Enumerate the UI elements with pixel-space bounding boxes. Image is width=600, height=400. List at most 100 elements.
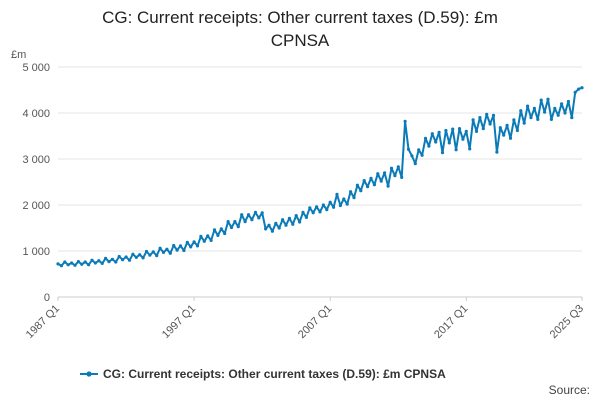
data-point bbox=[182, 248, 186, 253]
data-point bbox=[151, 250, 155, 254]
y-axis-tick-labels: 0 1 000 2 000 3 000 4 000 5 000 bbox=[22, 62, 50, 304]
data-point bbox=[543, 110, 547, 114]
data-point bbox=[175, 248, 179, 252]
data-point bbox=[335, 192, 339, 196]
data-point bbox=[495, 150, 499, 154]
y-gridlines bbox=[58, 66, 582, 252]
data-point bbox=[141, 256, 145, 260]
data-point bbox=[281, 218, 285, 222]
data-point bbox=[318, 210, 322, 214]
data-point bbox=[308, 206, 312, 210]
data-point bbox=[229, 225, 234, 230]
data-point bbox=[352, 196, 356, 200]
data-point bbox=[107, 260, 111, 264]
data-point bbox=[189, 245, 193, 249]
data-point bbox=[202, 239, 206, 243]
data-point bbox=[56, 262, 60, 266]
data-point bbox=[172, 243, 176, 248]
y-tick-label: 5 000 bbox=[22, 62, 50, 74]
chart-title-line-2: CPNSA bbox=[271, 31, 330, 50]
data-point bbox=[274, 221, 278, 225]
data-point bbox=[481, 127, 485, 131]
data-point bbox=[478, 116, 482, 120]
source-label: Source: bbox=[549, 383, 590, 397]
legend-swatch-marker bbox=[86, 371, 92, 377]
data-point bbox=[379, 179, 383, 183]
data-point bbox=[389, 166, 394, 170]
data-point bbox=[498, 126, 502, 130]
data-point bbox=[508, 136, 513, 140]
data-point bbox=[556, 113, 560, 117]
data-point bbox=[437, 130, 441, 134]
data-point bbox=[161, 250, 166, 254]
data-point bbox=[321, 203, 325, 207]
data-point bbox=[253, 210, 257, 214]
data-point bbox=[362, 179, 366, 183]
data-point bbox=[464, 129, 468, 133]
data-point bbox=[264, 227, 268, 231]
data-point bbox=[250, 218, 254, 222]
data-point bbox=[246, 213, 251, 217]
data-point bbox=[206, 234, 210, 238]
data-point bbox=[369, 176, 373, 180]
data-point bbox=[434, 140, 438, 144]
data-point bbox=[97, 259, 101, 263]
data-point bbox=[124, 255, 128, 259]
data-point bbox=[110, 257, 114, 261]
data-point bbox=[359, 189, 363, 193]
data-point bbox=[417, 148, 421, 152]
data-point bbox=[209, 238, 213, 242]
y-tick-label: 0 bbox=[44, 292, 50, 304]
data-point bbox=[325, 208, 329, 212]
legend[interactable]: CG: Current receipts: Other current taxe… bbox=[80, 367, 446, 381]
data-point bbox=[277, 226, 281, 230]
y-axis-unit-label: £m bbox=[11, 49, 26, 61]
data-point bbox=[127, 258, 132, 262]
data-point bbox=[444, 128, 448, 133]
data-point bbox=[87, 263, 91, 267]
x-axis-tick-labels: 1987 Q1 1997 Q1 2007 Q1 2017 Q1 2025 Q3 bbox=[24, 297, 586, 341]
data-point bbox=[63, 260, 67, 264]
y-tick-label: 2 000 bbox=[22, 200, 50, 212]
data-point bbox=[257, 216, 261, 220]
data-point bbox=[515, 128, 520, 133]
data-point bbox=[440, 151, 445, 155]
chart-title-line-1: CG: Current receipts: Other current taxe… bbox=[102, 8, 498, 27]
data-point bbox=[80, 262, 84, 266]
y-tick-label: 3 000 bbox=[22, 154, 50, 166]
data-point bbox=[158, 246, 162, 250]
data-point bbox=[138, 253, 142, 257]
data-point bbox=[396, 165, 400, 169]
data-point bbox=[100, 261, 104, 265]
data-point bbox=[566, 99, 571, 104]
data-point bbox=[430, 132, 434, 136]
data-point bbox=[338, 203, 342, 208]
data-point bbox=[420, 153, 424, 157]
data-point bbox=[144, 249, 149, 254]
data-point bbox=[505, 123, 509, 127]
data-point bbox=[413, 162, 417, 166]
data-point bbox=[148, 253, 152, 257]
data-point bbox=[155, 254, 159, 258]
data-point bbox=[332, 205, 336, 209]
data-point bbox=[560, 102, 564, 106]
data-point bbox=[83, 260, 87, 264]
x-tick-label: 1997 Q1 bbox=[160, 303, 198, 341]
data-point bbox=[315, 205, 319, 209]
data-point bbox=[298, 220, 302, 224]
data-point bbox=[410, 154, 414, 158]
data-point bbox=[355, 183, 359, 187]
data-point bbox=[532, 106, 537, 110]
data-point bbox=[345, 202, 349, 206]
data-point bbox=[243, 220, 247, 224]
y-tick-label: 4 000 bbox=[22, 108, 50, 120]
data-point bbox=[270, 229, 274, 233]
data-point bbox=[447, 141, 451, 145]
data-point bbox=[546, 97, 550, 101]
data-point bbox=[427, 144, 431, 148]
data-point bbox=[117, 254, 121, 259]
data-point bbox=[406, 147, 411, 151]
data-point bbox=[366, 185, 370, 189]
data-point bbox=[301, 210, 305, 214]
data-point bbox=[512, 118, 516, 122]
